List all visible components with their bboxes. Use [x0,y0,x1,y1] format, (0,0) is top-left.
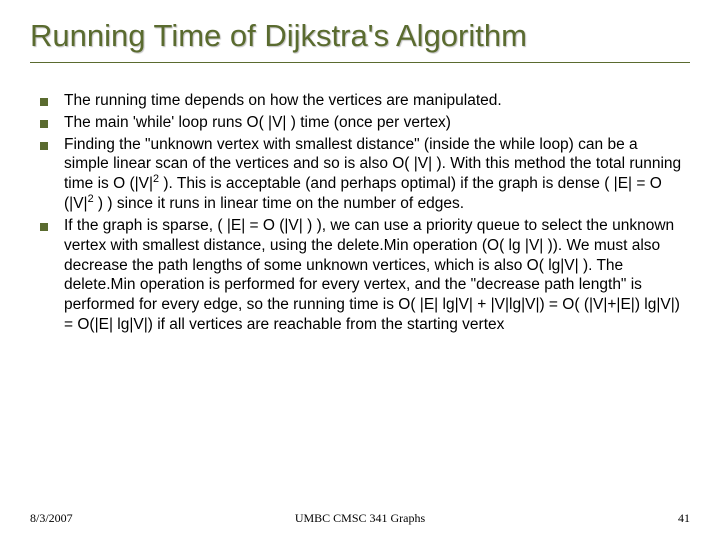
slide-body: The running time depends on how the vert… [30,91,690,540]
bullet-text: The running time depends on how the vert… [64,91,684,111]
bullet-text: The main 'while' loop runs O( |V| ) time… [64,113,684,133]
bullet-item: The main 'while' loop runs O( |V| ) time… [40,113,684,133]
footer-center: UMBC CMSC 341 Graphs [250,511,470,526]
slide-title: Running Time of Dijkstra's Algorithm [30,18,690,63]
bullet-item: Finding the "unknown vertex with smalles… [40,135,684,214]
slide-container: Running Time of Dijkstra's Algorithm The… [0,0,720,540]
bullet-marker-icon [40,120,48,128]
bullet-marker-icon [40,223,48,231]
bullet-marker-icon [40,142,48,150]
bullet-item: The running time depends on how the vert… [40,91,684,111]
footer-date: 8/3/2007 [30,511,250,526]
bullet-text: If the graph is sparse, ( |E| = O (|V| )… [64,216,684,335]
slide-footer: 8/3/2007 UMBC CMSC 341 Graphs 41 [0,511,720,526]
bullet-item: If the graph is sparse, ( |E| = O (|V| )… [40,216,684,335]
bullet-marker-icon [40,98,48,106]
footer-page-number: 41 [470,511,690,526]
bullet-text: Finding the "unknown vertex with smalles… [64,135,684,214]
